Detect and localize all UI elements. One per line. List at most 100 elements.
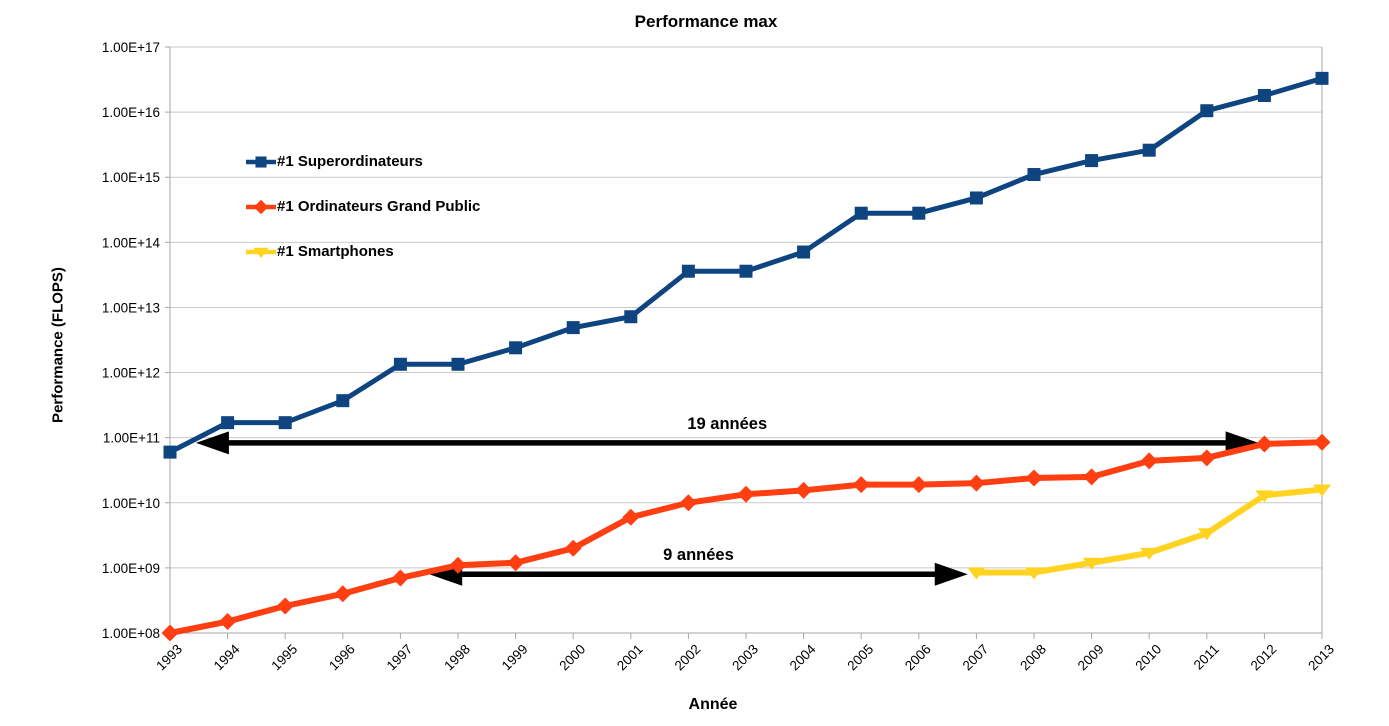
data-point-marker — [163, 445, 177, 459]
legend-diamond-icon — [246, 199, 276, 215]
data-point-marker — [334, 585, 352, 603]
legend-item: #1 Smartphones — [246, 240, 480, 264]
data-point-marker — [393, 357, 407, 371]
series-2 — [967, 484, 1331, 580]
y-axis-title: Performance (FLOPS) — [49, 267, 67, 423]
data-point-marker — [161, 624, 179, 642]
data-point-marker — [1082, 557, 1101, 570]
data-point-marker — [1255, 435, 1273, 453]
x-tick-label: 1997 — [384, 641, 416, 673]
x-tick-labels: 1993 1994 1995 1996 1997 1998 1999 2000 2001 2002… — [153, 641, 1337, 673]
data-point-marker — [795, 481, 813, 499]
data-point-marker — [253, 199, 269, 215]
y-tick-label: 1.00E+10 — [102, 496, 160, 511]
data-point-marker — [1198, 449, 1216, 467]
data-point-marker — [509, 341, 523, 355]
legend-label: #1 Smartphones — [277, 243, 394, 260]
x-tick-label: 2008 — [1017, 641, 1049, 673]
data-point-marker — [1025, 469, 1043, 487]
data-point-marker — [737, 485, 755, 503]
data-point-marker — [449, 556, 467, 574]
x-tick-label: 2003 — [729, 641, 761, 673]
data-point-marker — [1255, 490, 1274, 503]
series-line — [169, 439, 1323, 636]
data-point-marker — [912, 206, 926, 220]
data-point-marker — [910, 476, 928, 494]
data-point-marker — [566, 321, 580, 335]
gridlines — [170, 46, 1322, 634]
x-tick-label: 1995 — [268, 641, 300, 673]
legend-item: #1 Superordinateurs — [246, 150, 480, 174]
legend: #1 Superordinateurs #1 Ordinateurs Grand … — [246, 150, 480, 285]
data-point-marker — [1140, 452, 1158, 470]
x-tick-label: 1996 — [326, 641, 358, 673]
data-point-marker — [219, 613, 237, 631]
x-tick-label: 2005 — [844, 641, 876, 673]
y-tick-label: 1.00E+14 — [102, 235, 161, 250]
annotation-label: 9 années — [663, 546, 734, 564]
data-point-marker — [1083, 468, 1101, 486]
annotation-arrowhead — [934, 562, 968, 586]
data-point-marker — [1200, 104, 1214, 118]
x-tick-label: 2012 — [1248, 641, 1280, 673]
data-point-marker — [1257, 88, 1271, 102]
data-point-marker — [255, 156, 267, 168]
x-tick-label: 1998 — [441, 641, 473, 673]
data-point-marker — [1027, 168, 1041, 182]
x-tick-label: 2006 — [902, 641, 934, 673]
x-tick-label: 2007 — [960, 641, 992, 673]
data-point-marker — [797, 245, 811, 259]
data-point-marker — [564, 539, 582, 557]
y-tick-label: 1.00E+12 — [102, 366, 160, 381]
x-tick-label: 1993 — [153, 641, 185, 673]
y-tick-label: 1.00E+09 — [102, 561, 160, 576]
series-line — [976, 486, 1323, 576]
data-point-marker — [1313, 484, 1331, 497]
legend-label: #1 Superordinateurs — [277, 153, 423, 170]
data-point-marker — [276, 597, 294, 615]
x-tick-label: 2011 — [1191, 641, 1222, 672]
axes — [169, 47, 1323, 634]
x-axis-title: Année — [688, 696, 738, 713]
data-point-marker — [967, 474, 985, 492]
x-tick-label: 2004 — [787, 641, 819, 673]
data-point-marker — [967, 567, 986, 580]
legend-square-icon — [246, 156, 276, 168]
data-point-marker — [253, 247, 269, 258]
annotation-label: 19 années — [687, 415, 767, 433]
x-tick-label: 2013 — [1305, 641, 1337, 673]
x-tick-label: 2002 — [672, 641, 704, 673]
x-tick-label: 2000 — [556, 641, 588, 673]
y-tick-label: 1.00E+13 — [102, 300, 160, 315]
y-tick-label: 1.00E+16 — [102, 105, 160, 120]
data-point-marker — [1085, 154, 1099, 168]
data-point-marker — [1315, 71, 1329, 85]
x-tick-label: 1994 — [211, 641, 243, 673]
legend-item: #1 Ordinateurs Grand Public — [246, 195, 480, 219]
y-tick-label: 1.00E+08 — [102, 626, 160, 641]
x-tick-label: 1999 — [499, 641, 531, 673]
data-point-marker — [336, 394, 350, 408]
data-point-marker — [1142, 143, 1156, 157]
data-point-marker — [681, 264, 695, 278]
tick-marks — [165, 46, 1323, 639]
data-point-marker — [278, 416, 292, 430]
data-point-marker — [969, 191, 983, 205]
data-point-marker — [1025, 567, 1043, 580]
x-tick-label: 2010 — [1132, 641, 1164, 673]
legend-label: #1 Ordinateurs Grand Public — [277, 198, 481, 215]
data-point-marker — [739, 264, 753, 278]
data-point-marker — [221, 416, 235, 430]
x-tick-label: 2001 — [614, 641, 646, 673]
data-point-marker — [1197, 528, 1216, 541]
data-point-marker — [679, 494, 697, 512]
data-point-marker — [622, 508, 640, 526]
data-point-marker — [852, 476, 870, 494]
y-tick-label: 1.00E+17 — [102, 40, 160, 55]
data-point-marker — [391, 569, 409, 587]
data-point-marker — [451, 357, 465, 371]
chart-title: Performance max — [634, 12, 778, 31]
x-tick-label: 2009 — [1075, 641, 1107, 673]
